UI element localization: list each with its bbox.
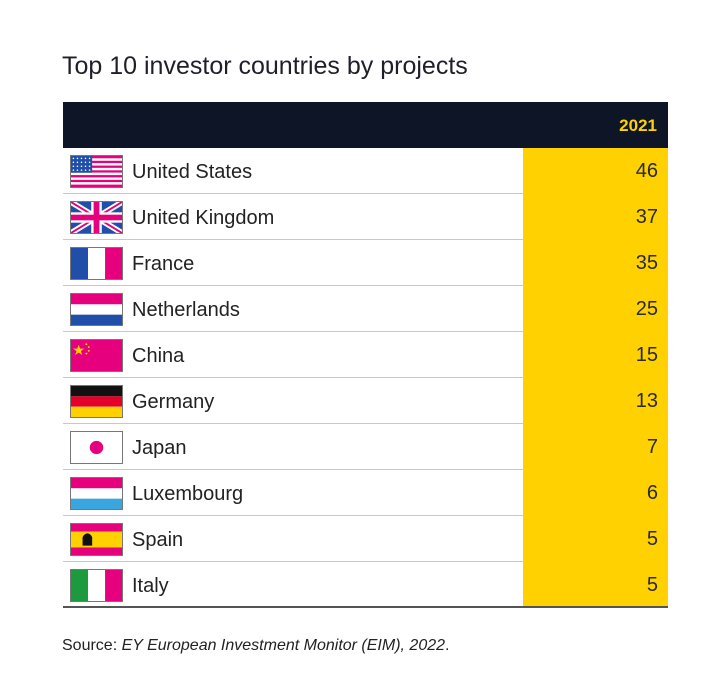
table-row: Italy 5 — [63, 562, 668, 608]
value-label: 5 — [646, 528, 658, 550]
value-label: 46 — [635, 160, 658, 182]
table-row: Spain 5 — [63, 516, 668, 562]
value-label: 5 — [646, 574, 658, 596]
value-cell: 6 — [523, 470, 668, 515]
value-label: 37 — [635, 206, 658, 228]
table-row: France 35 — [63, 240, 668, 286]
value-label: 7 — [646, 436, 658, 458]
table-row: Japan 7 — [63, 424, 668, 470]
china-flag-icon — [70, 339, 123, 372]
source-text: EY European Investment Monitor (EIM), 20… — [121, 637, 446, 654]
italy-flag-icon — [70, 569, 123, 602]
value-cell: 7 — [523, 424, 668, 469]
value-cell: 15 — [523, 332, 668, 377]
country-label: Netherlands — [132, 299, 240, 321]
country-label: France — [132, 253, 195, 275]
value-cell: 5 — [523, 562, 668, 606]
value-cell: 35 — [523, 240, 668, 285]
country-label: United Kingdom — [132, 207, 275, 229]
chart-title: Top 10 investor countries by projects — [62, 52, 468, 80]
value-label: 25 — [635, 298, 658, 320]
country-label: Spain — [132, 529, 184, 551]
investor-table: 2021 United States 46 United Kingdom 37 Fran… — [63, 102, 668, 608]
value-cell: 46 — [523, 148, 668, 193]
country-label: United States — [132, 161, 253, 183]
column-header-year: 2021 — [619, 116, 657, 135]
spain-flag-icon — [70, 523, 123, 556]
value-cell: 5 — [523, 516, 668, 561]
value-label: 15 — [635, 344, 658, 366]
table-row: Netherlands 25 — [63, 286, 668, 332]
table-body: United States 46 United Kingdom 37 France 35 N… — [63, 148, 668, 608]
table-header: 2021 — [63, 102, 668, 148]
table-row: United Kingdom 37 — [63, 194, 668, 240]
country-label: Germany — [132, 391, 215, 413]
value-cell: 37 — [523, 194, 668, 239]
source-note: Source: EY European Investment Monitor (… — [62, 637, 449, 655]
country-label: Luxembourg — [132, 483, 244, 505]
netherlands-flag-icon — [70, 293, 123, 326]
source-suffix: . — [445, 637, 450, 654]
table-row: Germany 13 — [63, 378, 668, 424]
value-label: 13 — [635, 390, 658, 412]
country-label: Italy — [132, 575, 169, 597]
value-label: 35 — [635, 252, 658, 274]
country-label: Japan — [132, 437, 187, 459]
source-prefix: Source: — [62, 637, 122, 654]
country-label: China — [132, 345, 185, 367]
table-row: China 15 — [63, 332, 668, 378]
table-row: United States 46 — [63, 148, 668, 194]
value-cell: 25 — [523, 286, 668, 331]
value-cell: 13 — [523, 378, 668, 423]
uk-flag-icon — [70, 201, 123, 234]
value-label: 6 — [646, 482, 658, 504]
france-flag-icon — [70, 247, 123, 280]
germany-flag-icon — [70, 385, 123, 418]
us-flag-icon — [70, 155, 123, 188]
luxembourg-flag-icon — [70, 477, 123, 510]
table-row: Luxembourg 6 — [63, 470, 668, 516]
japan-flag-icon — [70, 431, 123, 464]
